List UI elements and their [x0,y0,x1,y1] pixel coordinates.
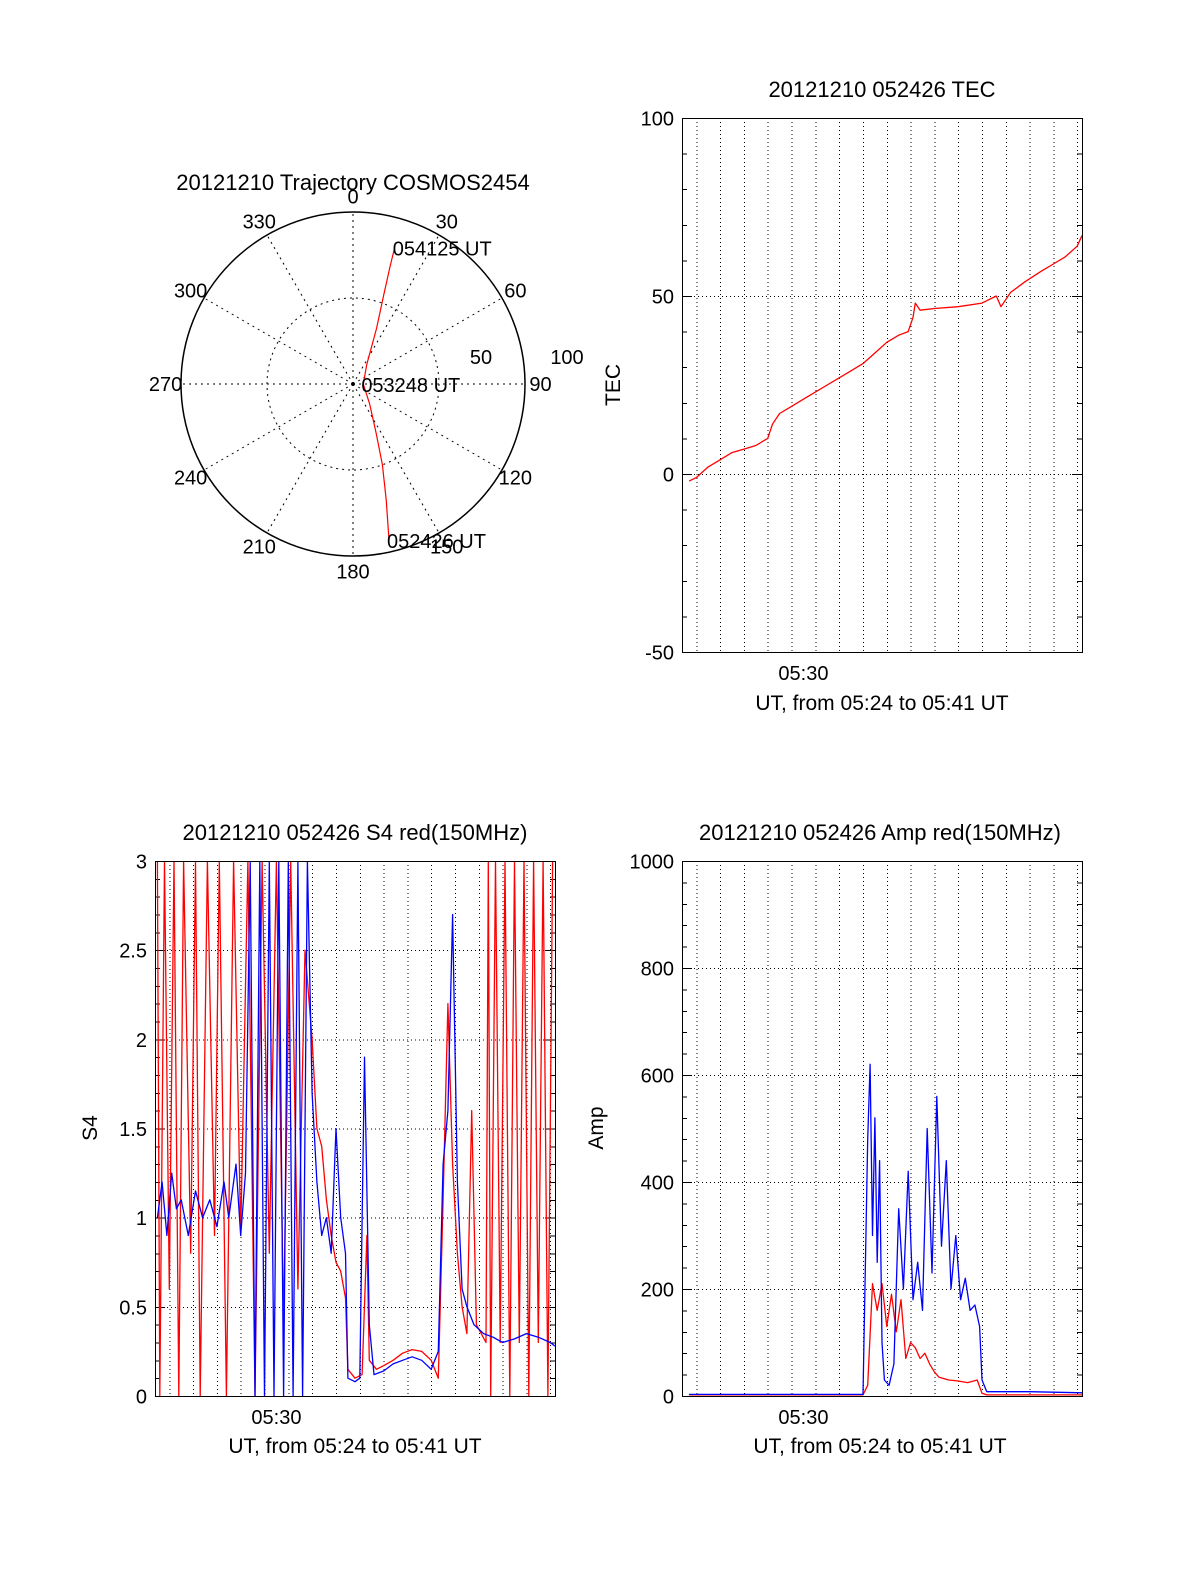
y-tick-label: 2.5 [119,941,147,963]
x-tick-label: 05:30 [778,663,828,685]
polar-angle-tick: 330 [243,212,276,234]
y-tick-label: 1.5 [119,1119,147,1141]
polar-angle-tick: 0 [347,187,358,209]
polar-angle-tick: 120 [499,468,532,490]
polar-spoke [352,383,503,471]
polar-labels: 0 30 60 90 120 150 180 210 240 270 300 330 50 100 0541… [149,187,584,584]
series-line-blue [156,861,555,1396]
y-tick-label: 0.5 [119,1298,147,1320]
y-tick-label: 100 [641,109,674,131]
amp-title: 20121210 052426 Amp red(150MHz) [699,820,1061,845]
amp-plot-area: 0 200 400 600 800 1000 05:30 [630,852,1083,1429]
tec-panel: 20121210 052426 TEC UT, from 05:24 to 05… [602,77,1083,715]
polar-radial-tick: 50 [470,347,492,369]
x-tick-label: 05:30 [251,1407,301,1429]
s4-ylabel: S4 [79,1115,102,1141]
polar-spoke [203,383,354,471]
series-group [156,861,555,1396]
polar-angle-tick: 180 [336,561,369,583]
series-group [688,235,1082,482]
polar-spoke [352,234,440,385]
polar-series [362,247,396,540]
y-tick-label: 200 [641,1280,674,1302]
y-tick-label: 50 [652,287,674,309]
tec-plot-area: -50 0 50 100 05:30 [641,109,1083,685]
polar-spoke [266,383,354,534]
tec-title: 20121210 052426 TEC [768,77,995,102]
polar-angle-tick: 240 [174,468,207,490]
y-tick-label: 1000 [630,852,675,874]
trajectory-annotation: 053248 UT [361,375,460,397]
trajectory-annotation: 054125 UT [393,238,492,260]
polar-grid [180,211,526,557]
tec-xlabel: UT, from 05:24 to 05:41 UT [755,692,1008,715]
y-tick-label: 2 [136,1030,147,1052]
trajectory-line [362,247,396,540]
plot-frame [682,118,1083,653]
trajectory-panel: 20121210 Trajectory COSMOS2454 0 30 60 90 12… [149,170,584,583]
polar-spoke [352,383,440,534]
plot-frame [682,861,1083,1397]
amp-panel: 20121210 052426 Amp red(150MHz) UT, from… [585,820,1083,1458]
s4-panel: 20121210 052426 S4 red(150MHz) UT, from … [79,820,556,1458]
polar-outer-circle [180,211,526,557]
y-tick-label: 800 [641,959,674,981]
y-tick-label: 0 [136,1387,147,1409]
y-tick-label: 3 [136,852,147,874]
polar-angle-tick: 90 [529,374,551,396]
s4-title: 20121210 052426 S4 red(150MHz) [183,820,528,845]
plot-frame [155,861,556,1397]
polar-angle-tick: 300 [174,280,207,302]
s4-plot-area: 0 0.5 1 1.5 2 2.5 3 05:30 [119,852,556,1429]
amp-ylabel: Amp [585,1106,608,1149]
x-tick-label: 05:30 [778,1407,828,1429]
series-group [689,1063,1082,1396]
polar-angle-tick: 60 [504,280,526,302]
series-line-blue [689,1063,1082,1396]
polar-spoke [352,297,503,385]
amp-xlabel: UT, from 05:24 to 05:41 UT [753,1435,1006,1458]
y-tick-label: 400 [641,1173,674,1195]
polar-angle-tick: 150 [430,536,463,558]
polar-radial-tick: 100 [550,347,583,369]
polar-angle-tick: 270 [149,374,182,396]
y-tick-label: 0 [663,1387,674,1409]
series-line-red [689,1283,1082,1396]
tec-ylabel: TEC [602,364,625,406]
s4-xlabel: UT, from 05:24 to 05:41 UT [228,1435,481,1458]
polar-angle-tick: 210 [243,536,276,558]
trajectory-title: 20121210 Trajectory COSMOS2454 [176,170,529,195]
y-tick-label: 600 [641,1066,674,1088]
y-tick-label: 1 [136,1208,147,1230]
polar-angle-tick: 30 [436,212,458,234]
polar-spoke [203,297,354,385]
series-line-red [156,861,554,1396]
polar-spoke [266,234,354,385]
trajectory-annotation: 052426 UT [387,531,486,553]
y-tick-label: -50 [645,643,674,665]
series-line-red [688,235,1082,482]
y-tick-label: 0 [663,465,674,487]
